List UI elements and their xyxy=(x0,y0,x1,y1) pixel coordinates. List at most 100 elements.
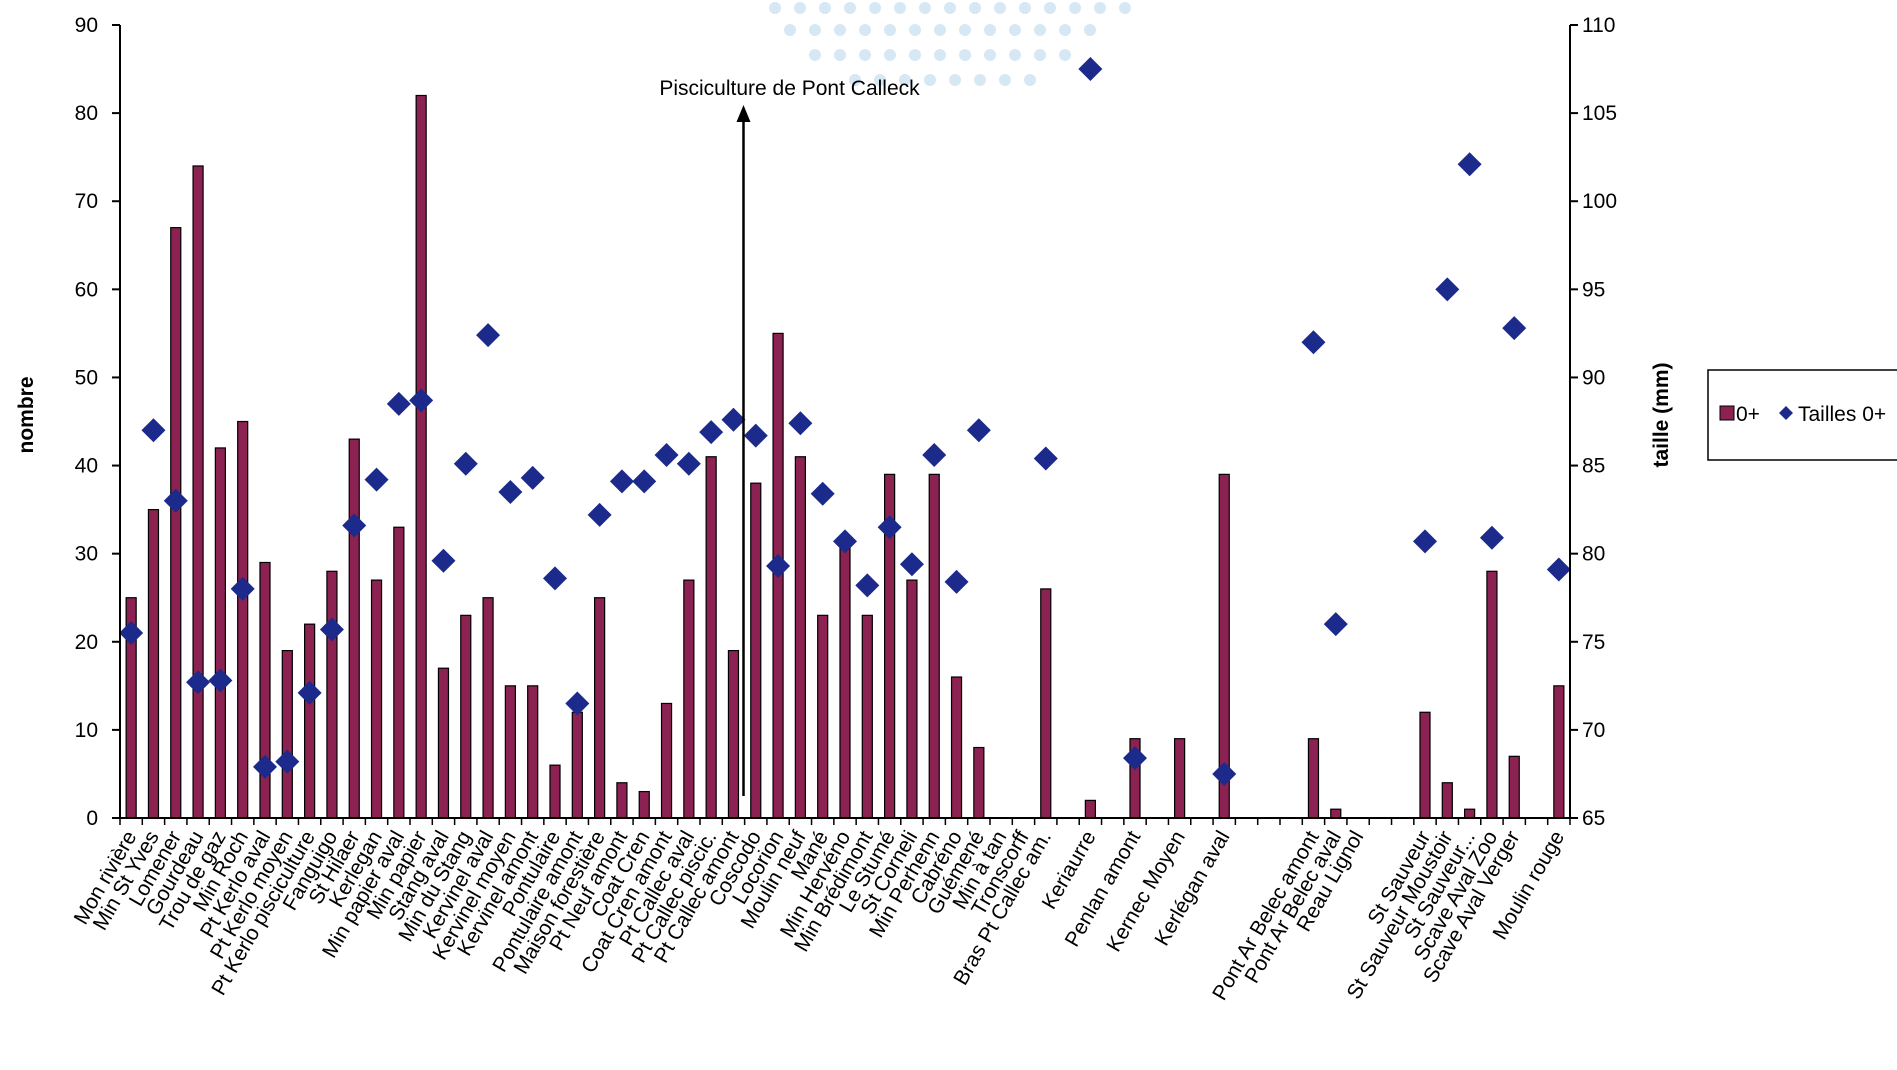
bar xyxy=(1463,808,1476,819)
bar xyxy=(393,526,405,819)
bar xyxy=(1419,711,1431,819)
bar xyxy=(928,473,940,819)
marker xyxy=(654,442,679,467)
marker xyxy=(1479,525,1504,550)
marker xyxy=(520,465,545,490)
bar xyxy=(192,165,204,819)
marker xyxy=(1413,529,1437,554)
marker xyxy=(141,418,166,443)
y-tick-label: 30 xyxy=(75,543,98,566)
marker xyxy=(833,529,857,554)
y2-tick-label: 95 xyxy=(1582,278,1605,301)
y-axis-title: nombre xyxy=(15,376,38,453)
marker xyxy=(877,515,902,540)
bar xyxy=(147,509,160,819)
marker xyxy=(922,442,947,467)
y2-tick-label: 110 xyxy=(1582,14,1615,37)
marker xyxy=(587,502,612,527)
marker xyxy=(476,323,501,348)
marker xyxy=(966,418,991,443)
y-tick-label: 70 xyxy=(75,190,98,213)
bar xyxy=(1040,588,1052,819)
legend-label-tailles: Tailles 0+ xyxy=(1798,403,1886,426)
marker xyxy=(676,451,701,476)
y-tick-label: 40 xyxy=(75,455,98,478)
bar xyxy=(549,764,561,819)
marker xyxy=(253,754,277,779)
bar xyxy=(817,614,829,819)
marker xyxy=(409,388,434,413)
marker xyxy=(163,488,188,513)
marker xyxy=(1457,152,1482,177)
bar xyxy=(593,597,606,819)
bar xyxy=(906,579,918,819)
marker xyxy=(297,680,322,705)
marker xyxy=(1323,612,1348,637)
marker xyxy=(186,670,211,695)
annotation-label: Pisciculture de Pont Calleck xyxy=(659,77,920,100)
bar xyxy=(571,711,583,819)
marker xyxy=(230,576,255,601)
marker xyxy=(119,620,144,645)
marker xyxy=(788,411,813,436)
watermark-pattern xyxy=(769,2,1131,86)
bar xyxy=(1173,738,1186,819)
bar xyxy=(1553,685,1565,819)
marker xyxy=(1212,761,1237,786)
bar xyxy=(370,579,383,819)
y-tick-label: 20 xyxy=(75,631,98,654)
marker xyxy=(1546,557,1571,582)
y2-tick-label: 90 xyxy=(1582,366,1605,389)
y2-tick-label: 65 xyxy=(1582,807,1605,830)
bar xyxy=(527,685,539,819)
bar xyxy=(638,790,650,819)
marker xyxy=(275,749,300,774)
y2-tick-label: 75 xyxy=(1582,631,1605,654)
legend: 0+ Tailles 0+ xyxy=(1707,369,1897,461)
marker xyxy=(1033,446,1058,471)
y-tick-label: 80 xyxy=(75,102,98,125)
marker xyxy=(364,467,389,492)
marker xyxy=(766,554,791,579)
y-tick-label: 50 xyxy=(75,366,98,389)
marker xyxy=(431,548,456,573)
bar xyxy=(794,456,807,819)
bar xyxy=(1330,808,1342,819)
y2-tick-label: 70 xyxy=(1582,719,1605,742)
bar xyxy=(259,561,271,819)
marker xyxy=(609,469,634,494)
marker xyxy=(565,691,590,716)
marker xyxy=(743,423,768,448)
bar xyxy=(504,685,517,819)
bar xyxy=(482,597,494,819)
marker xyxy=(319,617,344,642)
bar xyxy=(214,447,227,819)
legend-swatch-bar xyxy=(1719,405,1735,421)
bar xyxy=(727,649,740,819)
bar xyxy=(973,746,985,819)
marker xyxy=(721,407,746,432)
legend-swatch-marker xyxy=(1779,406,1793,420)
bar xyxy=(460,614,472,819)
y-tick-label: 10 xyxy=(75,719,98,742)
marker xyxy=(699,420,724,445)
marker xyxy=(543,566,567,591)
y2-tick-label: 85 xyxy=(1582,455,1605,478)
bar xyxy=(170,227,182,819)
marker xyxy=(944,569,969,594)
bar xyxy=(683,579,695,819)
marker xyxy=(855,573,880,598)
bar xyxy=(1084,799,1097,819)
marker xyxy=(810,481,835,506)
bar xyxy=(705,456,717,819)
bar xyxy=(326,570,338,819)
bar xyxy=(281,649,293,819)
y-tick-label: 0 xyxy=(86,807,98,830)
bar xyxy=(415,94,427,819)
bar xyxy=(1307,738,1320,819)
marker xyxy=(1301,330,1326,355)
marker xyxy=(453,451,478,476)
marker xyxy=(1078,57,1103,82)
bar xyxy=(750,482,762,819)
